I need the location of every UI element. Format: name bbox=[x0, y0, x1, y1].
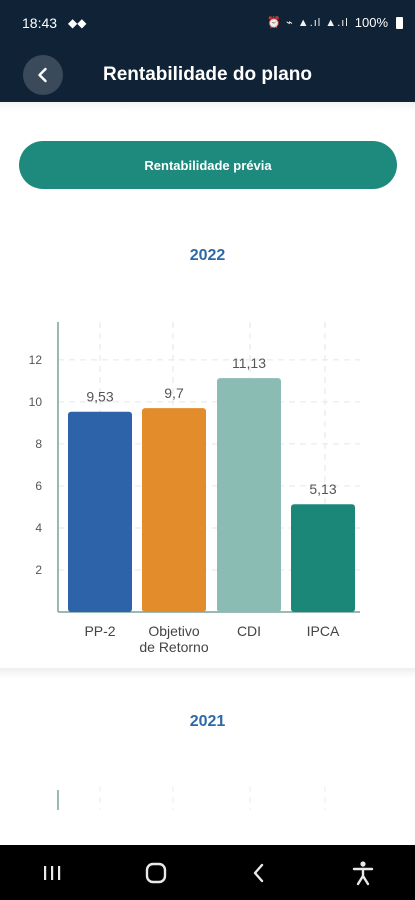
section-divider bbox=[0, 668, 415, 678]
y-tick-label: 12 bbox=[29, 353, 43, 367]
bar bbox=[142, 408, 206, 612]
recent-apps-icon bbox=[43, 865, 61, 880]
status-time: 18:43 bbox=[22, 15, 58, 31]
data-label: 5,13 bbox=[309, 481, 336, 497]
bar bbox=[217, 378, 281, 612]
home-button[interactable] bbox=[126, 853, 186, 893]
category-label: PP-2 bbox=[84, 623, 115, 639]
system-navbar bbox=[0, 845, 415, 900]
back-button[interactable] bbox=[23, 55, 63, 95]
home-icon bbox=[145, 862, 166, 883]
signal-icons: ⏰ ⌁ ▲.ıl ▲.ıl bbox=[267, 17, 349, 29]
back-icon bbox=[254, 863, 264, 882]
category-label: Objetivo de Retorno bbox=[139, 623, 208, 655]
returns-bar-chart-2021 bbox=[57, 786, 326, 810]
chevron-left-icon bbox=[38, 67, 47, 83]
accessibility-button[interactable] bbox=[333, 853, 393, 893]
system-back-button[interactable] bbox=[229, 853, 289, 893]
data-label: 9,7 bbox=[164, 385, 184, 401]
page-title: Rentabilidade do plano bbox=[102, 64, 312, 85]
battery-icon bbox=[396, 16, 403, 29]
previous-returns-button[interactable]: Rentabilidade prévia bbox=[19, 141, 397, 189]
category-label: IPCA bbox=[307, 623, 340, 639]
y-tick-label: 2 bbox=[35, 563, 42, 577]
y-tick-label: 6 bbox=[35, 479, 42, 493]
data-label: 11,13 bbox=[232, 355, 266, 371]
app-header: 18:43 ◆◆ ⏰ ⌁ ▲.ıl ▲.ıl 100% Rentabilidad… bbox=[0, 0, 415, 102]
y-tick-label: 8 bbox=[35, 437, 42, 451]
year-title-2021: 2021 bbox=[189, 713, 226, 730]
data-label: 9,53 bbox=[86, 389, 113, 405]
bar bbox=[68, 411, 132, 612]
y-tick-label: 4 bbox=[35, 521, 42, 535]
bar bbox=[291, 504, 355, 612]
battery-level: 100% bbox=[354, 15, 388, 30]
returns-bar-chart-2022: 2 4 6 8 10 12 9,53 PP-2 9,7 Objetivo de Retorno 11,… bbox=[29, 322, 360, 655]
status-right: ⏰ ⌁ ▲.ıl ▲.ıl 100% bbox=[267, 15, 403, 30]
accessibility-icon bbox=[352, 860, 374, 885]
y-tick-label: 10 bbox=[29, 395, 43, 409]
recent-apps-button[interactable] bbox=[22, 853, 82, 893]
header-shadow bbox=[0, 102, 415, 112]
notification-icons: ◆◆ bbox=[68, 16, 87, 30]
year-title-2022: 2022 bbox=[189, 247, 226, 264]
category-label: CDI bbox=[237, 623, 261, 639]
